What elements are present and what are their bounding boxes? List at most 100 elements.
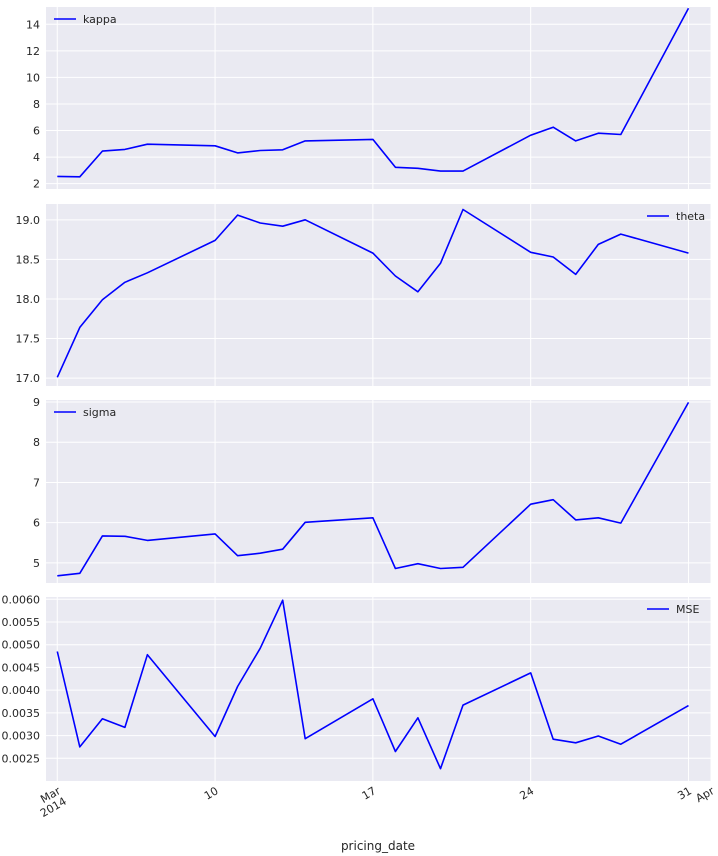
data-point-sigma (597, 517, 599, 519)
data-point-theta (529, 251, 531, 253)
legend-sigma: sigma (54, 406, 116, 419)
x-tick-label: 24 (518, 784, 537, 802)
y-tick-label: 0.0045 (2, 661, 41, 674)
data-point-MSE (214, 735, 216, 737)
y-tick-label: 19.0 (16, 214, 41, 227)
data-point-MSE (304, 738, 306, 740)
data-point-MSE (439, 768, 441, 770)
data-point-kappa (394, 166, 396, 168)
data-point-theta (56, 376, 58, 378)
data-point-MSE (236, 685, 238, 687)
data-point-MSE (281, 599, 283, 601)
data-point-theta (687, 252, 689, 254)
data-point-sigma (79, 572, 81, 574)
legend-label: sigma (83, 406, 116, 419)
legend-MSE: MSE (647, 603, 699, 616)
series-line-theta (56, 208, 689, 378)
data-point-theta (462, 208, 464, 210)
data-point-kappa (687, 7, 689, 9)
x-tick-text: 31 (675, 784, 694, 802)
data-point-MSE (394, 750, 396, 752)
y-tick-label: 6 (33, 517, 40, 530)
x-tick-text: Apr (694, 784, 717, 805)
data-point-sigma (56, 575, 58, 577)
data-point-MSE (462, 704, 464, 706)
data-point-MSE (56, 650, 58, 652)
subplot-kappa: 2 4 6 8 10 12 14 kappa (26, 7, 712, 191)
legend-label: kappa (83, 13, 117, 26)
x-tick-label: Apr (694, 784, 717, 805)
y-tick-label: 18.5 (16, 253, 41, 266)
data-point-sigma (394, 567, 396, 569)
plot-background (46, 400, 711, 583)
y-tick-label: 8 (33, 436, 40, 449)
data-point-sigma (259, 552, 261, 554)
data-point-kappa (304, 140, 306, 142)
data-point-kappa (259, 149, 261, 151)
data-point-MSE (620, 743, 622, 745)
y-tick-label: 0.0060 (2, 593, 41, 606)
data-point-theta (101, 299, 103, 301)
y-tick-label: 17.5 (16, 333, 41, 346)
x-tick-text: 24 (518, 784, 537, 802)
data-point-MSE (124, 726, 126, 728)
data-point-MSE (417, 717, 419, 719)
y-tick-label: 5 (33, 557, 40, 570)
data-point-theta (394, 275, 396, 277)
plot-background (46, 597, 711, 781)
y-tick-label: 0.0050 (2, 639, 41, 652)
data-point-sigma (146, 539, 148, 541)
data-point-MSE (372, 698, 374, 700)
y-tick-label: 12 (26, 45, 40, 58)
y-tick-label: 14 (26, 18, 40, 31)
data-point-MSE (146, 653, 148, 655)
data-point-sigma (281, 548, 283, 550)
data-point-kappa (101, 150, 103, 152)
data-point-kappa (146, 143, 148, 145)
subplot-sigma: 5 6 7 8 9 sigma (33, 396, 712, 583)
y-tick-label: 18.0 (16, 293, 41, 306)
data-point-kappa (236, 152, 238, 154)
data-point-sigma (529, 503, 531, 505)
y-tick-label: 7 (33, 476, 40, 489)
y-tick-label: 17.0 (16, 372, 41, 385)
data-point-sigma (462, 566, 464, 568)
data-point-theta (620, 233, 622, 235)
data-point-theta (79, 326, 81, 328)
data-point-MSE (575, 742, 577, 744)
data-point-kappa (620, 133, 622, 135)
subplots: 2 4 6 8 10 12 14 kappa 17.0 17.5 18.0 18.5 19.0 theta… (2, 7, 712, 781)
data-point-MSE (687, 704, 689, 706)
y-tick-label: 0.0040 (2, 684, 41, 697)
data-point-sigma (236, 554, 238, 556)
x-tick-label: 31 (675, 784, 694, 802)
data-point-theta (417, 291, 419, 293)
data-point-kappa (417, 167, 419, 169)
subplot-MSE: 0.0025 0.0030 0.0035 0.0040 0.0045 0.0050 0.00… (2, 593, 712, 781)
x-axis-label: pricing_date (341, 839, 415, 853)
x-tick-label: 10 (202, 784, 221, 802)
data-point-sigma (552, 499, 554, 501)
data-point-MSE (101, 718, 103, 720)
data-point-theta (597, 243, 599, 245)
data-point-kappa (575, 140, 577, 142)
data-point-kappa (597, 132, 599, 134)
series-line-sigma (57, 402, 690, 577)
data-point-sigma (439, 567, 441, 569)
y-tick-label: 0.0030 (2, 730, 41, 743)
x-tick-label: 17 (360, 784, 379, 802)
data-point-sigma (372, 517, 374, 519)
data-point-theta (372, 252, 374, 254)
legend-label: MSE (676, 603, 699, 616)
y-tick-label: 0.0055 (2, 616, 41, 629)
data-point-theta (281, 225, 283, 227)
data-point-theta (575, 273, 577, 275)
data-point-theta (124, 281, 126, 283)
data-point-sigma (620, 522, 622, 524)
data-point-kappa (56, 175, 58, 177)
legend-kappa: kappa (54, 13, 117, 26)
data-point-sigma (687, 401, 689, 403)
series-line-kappa (57, 7, 690, 178)
